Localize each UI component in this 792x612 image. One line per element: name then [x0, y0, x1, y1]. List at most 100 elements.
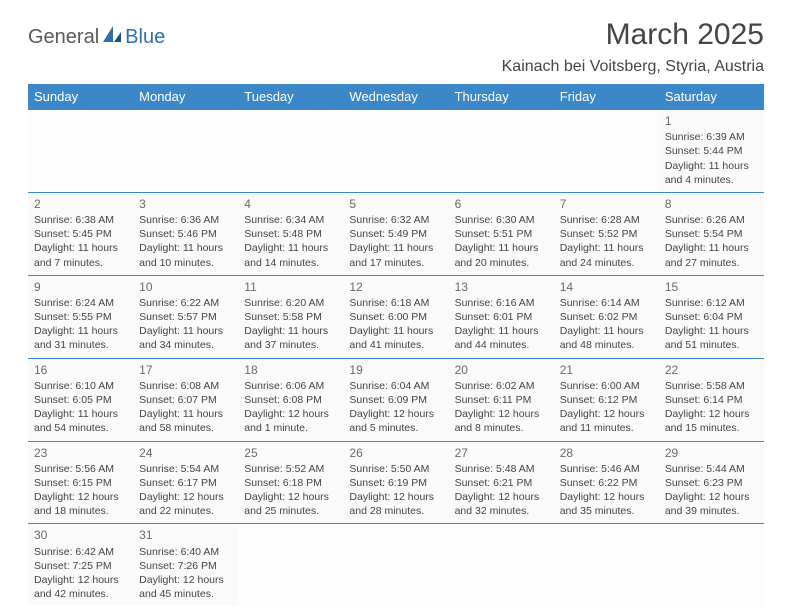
day-number: 18: [244, 362, 337, 378]
sunrise-line: Sunrise: 5:54 AM: [139, 462, 232, 476]
daylight-line: and 39 minutes.: [665, 504, 758, 518]
calendar-day-cell: 3Sunrise: 6:36 AMSunset: 5:46 PMDaylight…: [133, 192, 238, 275]
calendar-day-cell: [449, 110, 554, 193]
sunrise-line: Sunrise: 6:04 AM: [349, 379, 442, 393]
daylight-line: and 32 minutes.: [455, 504, 548, 518]
calendar-day-cell: 29Sunrise: 5:44 AMSunset: 6:23 PMDayligh…: [659, 441, 764, 524]
calendar-week-row: 23Sunrise: 5:56 AMSunset: 6:15 PMDayligh…: [28, 441, 764, 524]
weekday-header: Monday: [133, 84, 238, 110]
logo-sail-icon: [101, 24, 123, 50]
daylight-line: Daylight: 12 hours: [560, 490, 653, 504]
daylight-line: Daylight: 12 hours: [34, 573, 127, 587]
daylight-line: and 18 minutes.: [34, 504, 127, 518]
sunset-line: Sunset: 5:48 PM: [244, 227, 337, 241]
sunrise-line: Sunrise: 5:48 AM: [455, 462, 548, 476]
sunrise-line: Sunrise: 6:14 AM: [560, 296, 653, 310]
sunrise-line: Sunrise: 6:02 AM: [455, 379, 548, 393]
calendar-table: SundayMondayTuesdayWednesdayThursdayFrid…: [28, 84, 764, 606]
daylight-line: and 11 minutes.: [560, 421, 653, 435]
sunrise-line: Sunrise: 5:52 AM: [244, 462, 337, 476]
day-number: 31: [139, 527, 232, 543]
calendar-week-row: 2Sunrise: 6:38 AMSunset: 5:45 PMDaylight…: [28, 192, 764, 275]
calendar-day-cell: 28Sunrise: 5:46 AMSunset: 6:22 PMDayligh…: [554, 441, 659, 524]
calendar-day-cell: [238, 524, 343, 606]
daylight-line: and 4 minutes.: [665, 173, 758, 187]
sunrise-line: Sunrise: 6:16 AM: [455, 296, 548, 310]
sunset-line: Sunset: 6:08 PM: [244, 393, 337, 407]
sunset-line: Sunset: 5:52 PM: [560, 227, 653, 241]
day-number: 19: [349, 362, 442, 378]
calendar-week-row: 16Sunrise: 6:10 AMSunset: 6:05 PMDayligh…: [28, 358, 764, 441]
day-number: 5: [349, 196, 442, 212]
sunset-line: Sunset: 5:57 PM: [139, 310, 232, 324]
day-number: 7: [560, 196, 653, 212]
calendar-day-cell: 13Sunrise: 6:16 AMSunset: 6:01 PMDayligh…: [449, 275, 554, 358]
sunset-line: Sunset: 7:25 PM: [34, 559, 127, 573]
calendar-day-cell: 18Sunrise: 6:06 AMSunset: 6:08 PMDayligh…: [238, 358, 343, 441]
sunrise-line: Sunrise: 6:36 AM: [139, 213, 232, 227]
day-number: 11: [244, 279, 337, 295]
sunrise-line: Sunrise: 6:42 AM: [34, 545, 127, 559]
day-number: 22: [665, 362, 758, 378]
daylight-line: and 28 minutes.: [349, 504, 442, 518]
day-number: 25: [244, 445, 337, 461]
day-number: 10: [139, 279, 232, 295]
sunset-line: Sunset: 6:22 PM: [560, 476, 653, 490]
calendar-day-cell: [554, 110, 659, 193]
calendar-day-cell: 10Sunrise: 6:22 AMSunset: 5:57 PMDayligh…: [133, 275, 238, 358]
day-number: 24: [139, 445, 232, 461]
calendar-day-cell: [343, 110, 448, 193]
daylight-line: Daylight: 11 hours: [139, 241, 232, 255]
title-block: March 2025 Kainach bei Voitsberg, Styria…: [502, 18, 764, 76]
sunrise-line: Sunrise: 6:10 AM: [34, 379, 127, 393]
calendar-day-cell: 22Sunrise: 5:58 AMSunset: 6:14 PMDayligh…: [659, 358, 764, 441]
logo-text-blue: Blue: [125, 26, 165, 49]
sunset-line: Sunset: 6:01 PM: [455, 310, 548, 324]
daylight-line: Daylight: 12 hours: [244, 407, 337, 421]
daylight-line: and 34 minutes.: [139, 338, 232, 352]
day-number: 12: [349, 279, 442, 295]
day-number: 21: [560, 362, 653, 378]
daylight-line: and 35 minutes.: [560, 504, 653, 518]
calendar-day-cell: 21Sunrise: 6:00 AMSunset: 6:12 PMDayligh…: [554, 358, 659, 441]
calendar-week-row: 30Sunrise: 6:42 AMSunset: 7:25 PMDayligh…: [28, 524, 764, 606]
sunset-line: Sunset: 6:15 PM: [34, 476, 127, 490]
daylight-line: Daylight: 11 hours: [34, 407, 127, 421]
calendar-day-cell: 4Sunrise: 6:34 AMSunset: 5:48 PMDaylight…: [238, 192, 343, 275]
calendar-day-cell: 6Sunrise: 6:30 AMSunset: 5:51 PMDaylight…: [449, 192, 554, 275]
sunset-line: Sunset: 6:05 PM: [34, 393, 127, 407]
daylight-line: Daylight: 12 hours: [560, 407, 653, 421]
page-title: March 2025: [502, 18, 764, 52]
daylight-line: Daylight: 12 hours: [455, 490, 548, 504]
day-number: 6: [455, 196, 548, 212]
sunrise-line: Sunrise: 6:39 AM: [665, 130, 758, 144]
daylight-line: and 37 minutes.: [244, 338, 337, 352]
sunset-line: Sunset: 6:11 PM: [455, 393, 548, 407]
day-number: 13: [455, 279, 548, 295]
daylight-line: Daylight: 11 hours: [560, 324, 653, 338]
sunrise-line: Sunrise: 5:44 AM: [665, 462, 758, 476]
daylight-line: Daylight: 12 hours: [349, 490, 442, 504]
calendar-day-cell: 31Sunrise: 6:40 AMSunset: 7:26 PMDayligh…: [133, 524, 238, 606]
sunset-line: Sunset: 5:51 PM: [455, 227, 548, 241]
sunrise-line: Sunrise: 6:20 AM: [244, 296, 337, 310]
daylight-line: Daylight: 11 hours: [349, 324, 442, 338]
location: Kainach bei Voitsberg, Styria, Austria: [502, 58, 764, 76]
daylight-line: Daylight: 11 hours: [455, 241, 548, 255]
daylight-line: Daylight: 11 hours: [560, 241, 653, 255]
sunset-line: Sunset: 6:14 PM: [665, 393, 758, 407]
day-number: 23: [34, 445, 127, 461]
calendar-day-cell: 11Sunrise: 6:20 AMSunset: 5:58 PMDayligh…: [238, 275, 343, 358]
calendar-day-cell: 9Sunrise: 6:24 AMSunset: 5:55 PMDaylight…: [28, 275, 133, 358]
sunset-line: Sunset: 5:58 PM: [244, 310, 337, 324]
daylight-line: Daylight: 11 hours: [665, 159, 758, 173]
weekday-header: Thursday: [449, 84, 554, 110]
calendar-day-cell: 30Sunrise: 6:42 AMSunset: 7:25 PMDayligh…: [28, 524, 133, 606]
weekday-header: Wednesday: [343, 84, 448, 110]
calendar-day-cell: [238, 110, 343, 193]
daylight-line: Daylight: 11 hours: [34, 324, 127, 338]
sunrise-line: Sunrise: 6:26 AM: [665, 213, 758, 227]
daylight-line: Daylight: 11 hours: [244, 241, 337, 255]
daylight-line: and 58 minutes.: [139, 421, 232, 435]
daylight-line: Daylight: 12 hours: [139, 573, 232, 587]
